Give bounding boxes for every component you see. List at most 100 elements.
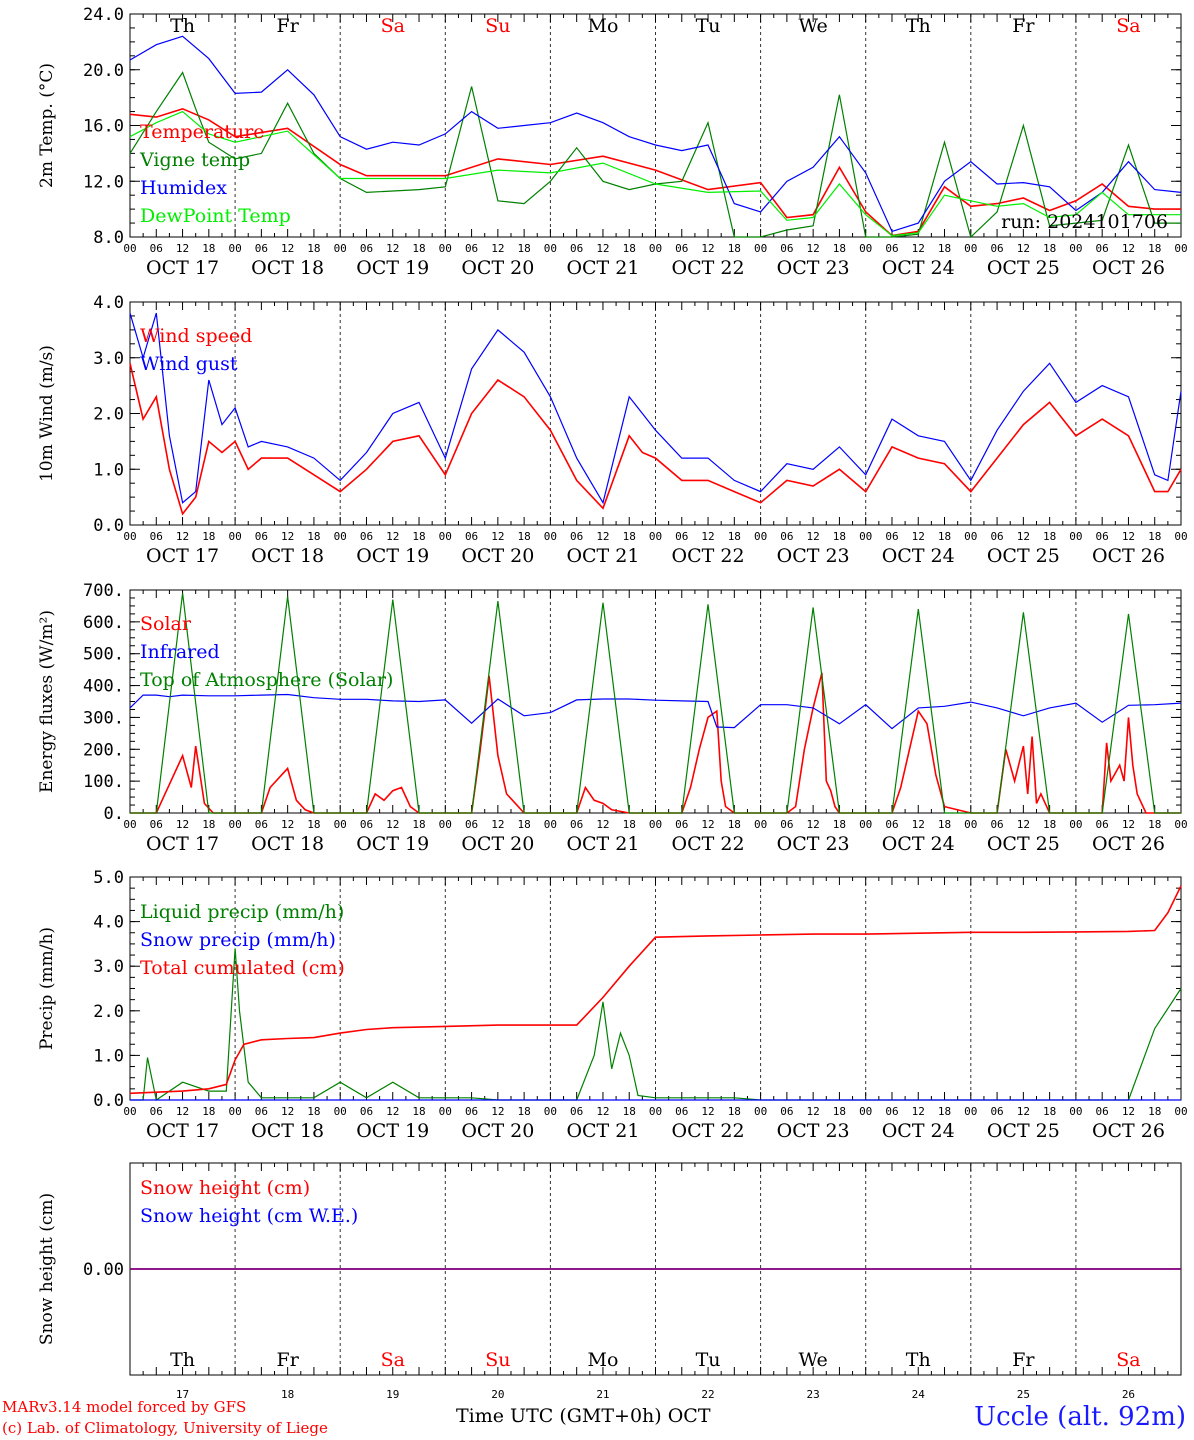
date-label: OCT 24: [882, 545, 955, 567]
y-tick-label: 3.0: [93, 349, 124, 369]
date-label: OCT 26: [1092, 545, 1165, 567]
y-tick-label: 500.: [83, 645, 124, 665]
hour-tick-label: 12: [491, 1105, 504, 1118]
date-label: OCT 24: [882, 1120, 955, 1142]
y-tick-label: 2.0: [93, 1002, 124, 1022]
day-of-week-label: Sa: [381, 1349, 405, 1371]
hour-tick-label: 06: [465, 1105, 478, 1118]
hour-tick-label: 12: [491, 530, 504, 543]
date-label: OCT 18: [251, 545, 324, 567]
hour-tick-label: 00: [1174, 1105, 1187, 1118]
hour-tick-label: 00: [228, 1105, 241, 1118]
hour-tick-label: 00: [123, 1105, 136, 1118]
y-tick-label: 2.0: [93, 405, 124, 425]
hour-tick-label: 00: [649, 818, 662, 831]
hour-tick-label: 00: [859, 1105, 872, 1118]
hour-tick-label: 12: [807, 1105, 820, 1118]
series-line: [129, 312, 1182, 505]
date-label: OCT 21: [566, 1120, 639, 1142]
y-tick-label: 200.: [83, 740, 124, 760]
hour-tick-label: 18: [1043, 818, 1056, 831]
day-of-week-label: Tu: [696, 1349, 721, 1371]
hour-tick-label: 06: [885, 530, 898, 543]
hour-tick-label: 00: [649, 242, 662, 255]
footer-credit-2: (c) Lab. of Climatology, University of L…: [2, 1419, 328, 1437]
hour-tick-label: 12: [912, 1105, 925, 1118]
hour-tick-label: 18: [938, 818, 951, 831]
hour-tick-label: 00: [859, 530, 872, 543]
hour-tick-label: 18: [833, 818, 846, 831]
hour-tick-label: 18: [623, 242, 636, 255]
day-of-week-label: Fr: [277, 1349, 300, 1371]
y-axis-label: 10m Wind (m/s): [37, 345, 57, 482]
y-tick-label: 300.: [83, 708, 124, 728]
plot-frame: [129, 301, 1182, 526]
hour-tick-label: 12: [701, 818, 714, 831]
hour-tick-label: 12: [596, 818, 609, 831]
legend-entry: Vigne temp: [139, 149, 250, 171]
date-label: OCT 19: [356, 545, 429, 567]
hour-tick-label: 18: [307, 530, 320, 543]
hour-tick-label: 06: [990, 530, 1003, 543]
hour-tick-label: 18: [1148, 818, 1161, 831]
date-label: OCT 19: [356, 1120, 429, 1142]
hour-tick-label: 06: [675, 530, 688, 543]
hour-tick-label: 12: [596, 530, 609, 543]
panel-2: 4.0 3.0 2.0 1.0 0.0 10m Wind (m/s) 00 06 12 18 00 0…: [37, 293, 1188, 567]
hour-tick-label: 06: [1096, 818, 1109, 831]
hour-tick-label: 00: [439, 242, 452, 255]
day-of-week-label: We: [799, 1349, 828, 1371]
hour-tick-label: 18: [728, 818, 741, 831]
date-label: OCT 22: [672, 1120, 745, 1142]
hour-tick-label: 12: [1017, 818, 1030, 831]
hour-tick-label: 18: [202, 818, 215, 831]
day-number-label: 17: [176, 1388, 189, 1401]
hour-tick-label: 00: [334, 242, 347, 255]
hour-tick-label: 00: [123, 530, 136, 543]
hour-tick-label: 12: [596, 1105, 609, 1118]
hour-tick-label: 18: [202, 1105, 215, 1118]
hour-tick-label: 18: [938, 1105, 951, 1118]
date-label: OCT 22: [672, 257, 745, 279]
hour-tick-label: 12: [176, 818, 189, 831]
hour-tick-label: 12: [281, 530, 294, 543]
hour-tick-label: 18: [1148, 530, 1161, 543]
hour-tick-label: 12: [1122, 530, 1135, 543]
hour-tick-label: 00: [649, 530, 662, 543]
hour-tick-label: 06: [150, 530, 163, 543]
date-label: OCT 22: [672, 833, 745, 855]
hour-tick-label: 06: [150, 818, 163, 831]
hour-tick-label: 00: [439, 1105, 452, 1118]
hour-tick-label: 12: [701, 530, 714, 543]
day-number-label: 23: [807, 1388, 820, 1401]
legend-entry: Humidex: [140, 177, 227, 199]
day-number-label: 24: [912, 1388, 926, 1401]
date-label: OCT 25: [987, 1120, 1060, 1142]
hour-tick-label: 18: [833, 242, 846, 255]
hour-tick-label: 00: [544, 530, 557, 543]
hour-tick-label: 00: [228, 242, 241, 255]
hour-tick-label: 18: [518, 818, 531, 831]
y-tick-label: 20.0: [83, 61, 124, 81]
hour-tick-label: 00: [439, 818, 452, 831]
date-label: OCT 21: [566, 833, 639, 855]
legend-entry: Infrared: [140, 641, 220, 663]
date-label: OCT 24: [882, 833, 955, 855]
hour-tick-label: 00: [123, 818, 136, 831]
series-line: [129, 110, 1181, 237]
hour-tick-label: 06: [675, 1105, 688, 1118]
date-label: OCT 20: [461, 1120, 534, 1142]
hour-tick-label: 06: [465, 242, 478, 255]
hour-tick-label: 18: [518, 242, 531, 255]
day-number-label: 25: [1017, 1388, 1030, 1401]
hour-tick-label: 00: [859, 242, 872, 255]
hour-tick-label: 12: [596, 242, 609, 255]
hour-tick-label: 00: [754, 530, 767, 543]
y-axis-label: Snow height (cm): [37, 1193, 57, 1345]
hour-tick-label: 12: [491, 818, 504, 831]
y-tick-label: 1.0: [93, 460, 124, 480]
hour-tick-label: 06: [255, 242, 268, 255]
date-label: OCT 21: [566, 545, 639, 567]
date-label: OCT 17: [146, 833, 219, 855]
hour-tick-label: 12: [386, 818, 399, 831]
